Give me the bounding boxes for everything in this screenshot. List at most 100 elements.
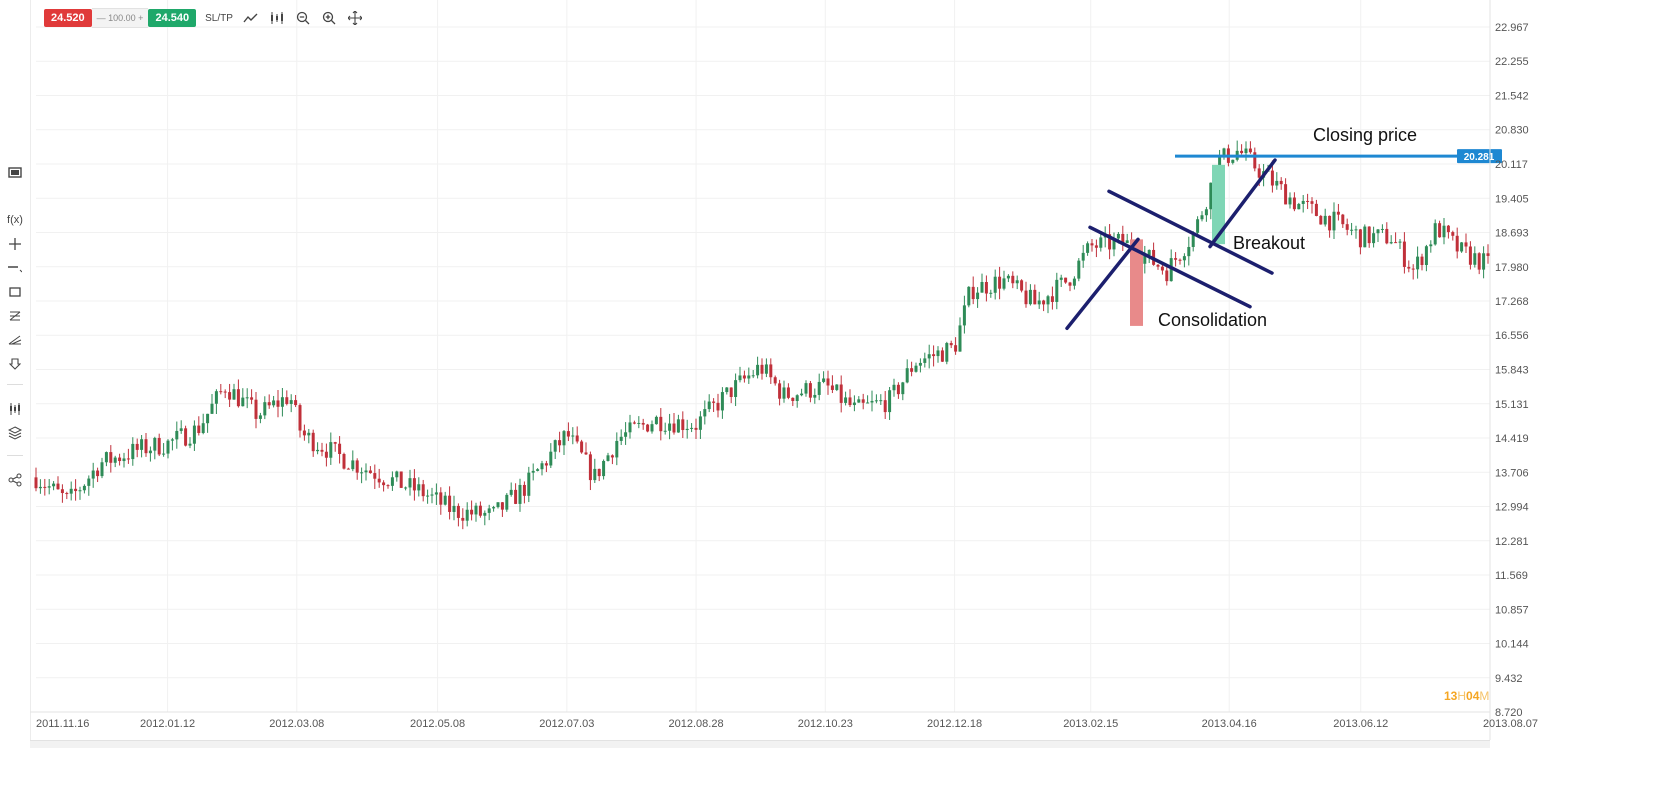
candle-body (602, 460, 606, 477)
candle-body (932, 354, 936, 357)
candle-body (989, 292, 993, 294)
candle-body (1156, 264, 1160, 267)
candle-body (1328, 215, 1332, 231)
price-tick-label: 16.556 (1495, 330, 1529, 342)
date-axis: 2011.11.16 2012.01.12 2012.03.08 2012.05.08… (30, 711, 1538, 730)
candle-body (1350, 229, 1354, 231)
candle-body (346, 468, 350, 470)
candle-body (1086, 243, 1090, 253)
candle-body (492, 507, 496, 509)
candle-body (778, 383, 782, 399)
line-chart-icon[interactable] (243, 10, 259, 26)
candle-body (936, 350, 940, 357)
fibonacci-icon[interactable] (7, 308, 23, 324)
candle-body (980, 281, 984, 293)
candle-body (324, 451, 328, 458)
candle-body (615, 440, 619, 458)
price-tick-label: 12.994 (1495, 502, 1529, 514)
layers-icon[interactable] (7, 425, 23, 441)
chart-type-icon[interactable] (7, 401, 23, 417)
candle-body (848, 397, 852, 406)
candle-body (1486, 253, 1490, 256)
candle-body (417, 484, 421, 491)
candle-body (1314, 203, 1318, 216)
line-tool-icon[interactable] (7, 260, 23, 276)
sell-price-button[interactable]: 24.520 (44, 9, 92, 27)
price-chart[interactable]: 20.281 22.967 22.255 21.542 20.830 20.117 19.… (0, 0, 1568, 747)
candle-body (43, 486, 47, 488)
zoom-in-icon[interactable] (321, 10, 337, 26)
candle-body (808, 383, 812, 398)
candle-body (82, 485, 86, 491)
candle-body (566, 431, 570, 437)
candle-body (1094, 245, 1098, 248)
candle-body (236, 389, 240, 407)
bottom-scrollbar[interactable] (30, 740, 1490, 748)
candle-body (1482, 253, 1486, 270)
candle-body (1200, 215, 1204, 220)
candle-body (373, 473, 377, 479)
rail-divider (7, 384, 23, 385)
candle-body (949, 343, 953, 346)
quantity-stepper[interactable]: — 100.00 + (91, 8, 149, 28)
candle-body (1446, 225, 1450, 233)
candle-body (835, 384, 839, 390)
share-icon[interactable] (7, 472, 23, 488)
candle-body (923, 358, 927, 363)
candle-body (1385, 228, 1389, 244)
candle-body (483, 512, 487, 516)
candle-body (729, 387, 733, 398)
date-tick-label: 2012.01.12 (140, 718, 195, 730)
crosshair-plus-icon[interactable] (7, 236, 23, 252)
rectangle-tool-icon[interactable] (7, 284, 23, 300)
buy-price-button[interactable]: 24.540 (148, 9, 197, 27)
candle-body (412, 478, 416, 491)
candle-body (993, 276, 997, 293)
candle-body (1372, 233, 1376, 244)
candle-body (1108, 234, 1112, 250)
candle-body (289, 400, 293, 404)
candle-body (1191, 232, 1195, 247)
price-tick-label: 18.693 (1495, 227, 1529, 239)
candle-body (663, 430, 667, 432)
candle-body (804, 383, 808, 394)
candles-icon[interactable] (269, 10, 285, 26)
candle-body (91, 470, 95, 479)
candle-body (206, 413, 210, 424)
candle-body (694, 427, 698, 430)
chart-grid (36, 0, 1490, 713)
candle-body (1064, 277, 1068, 283)
candle-body (351, 460, 355, 470)
candle-body (870, 400, 874, 403)
candle-body (1402, 241, 1406, 267)
candle-body (223, 391, 227, 393)
candle-body (1020, 280, 1024, 291)
left-tool-rail: f(x) (0, 0, 31, 747)
marker-icon[interactable] (7, 356, 23, 372)
sltp-button[interactable]: SL/TP (205, 12, 233, 24)
pitchfork-icon[interactable] (7, 332, 23, 348)
crosshair-icon[interactable] (347, 10, 363, 26)
screen-icon[interactable] (7, 165, 23, 181)
zoom-out-icon[interactable] (295, 10, 311, 26)
candle-body (976, 292, 980, 300)
candle-body (1323, 215, 1327, 225)
candle-body (646, 424, 650, 432)
candle-body (562, 431, 566, 446)
candle-body (1389, 242, 1393, 244)
price-tick-label: 22.255 (1495, 56, 1529, 68)
candle-body (122, 458, 126, 462)
indicator-fx-icon[interactable]: f(x) (7, 214, 23, 226)
candle-body (1288, 197, 1292, 205)
price-tick-label: 20.830 (1495, 125, 1529, 137)
candle-body (241, 397, 245, 407)
candle-body (131, 443, 135, 460)
price-tick-label: 13.706 (1495, 467, 1529, 479)
candle-body (258, 415, 262, 419)
candle-body (892, 384, 896, 391)
candle-body (74, 488, 78, 492)
candle-body (918, 362, 922, 366)
candle-body (474, 505, 478, 515)
candle-body (769, 364, 773, 378)
date-tick-label: 2012.07.03 (539, 718, 594, 730)
